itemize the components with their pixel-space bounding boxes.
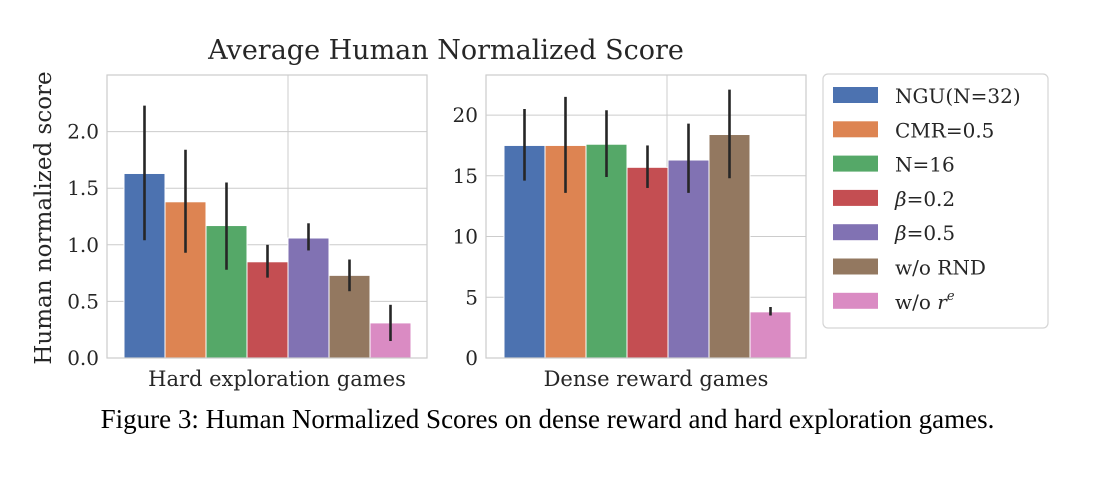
legend-label: NGU(N=32) [895, 84, 1021, 108]
y-tick-label: 0 [465, 346, 478, 370]
legend-label: β=0.2 [894, 187, 955, 211]
bar-beta-0-5 [287, 237, 330, 359]
bar-beta-0-2 [626, 166, 669, 359]
figure-caption: Figure 3: Human Normalized Scores on den… [100, 404, 995, 434]
legend-label: w/o re [895, 289, 955, 314]
legend-item: CMR=0.5 [833, 118, 994, 142]
legend-swatch [833, 189, 878, 206]
legend-label: w/o RND [895, 256, 986, 280]
legend-label: β=0.5 [894, 221, 955, 245]
legend-frame [822, 73, 1049, 329]
legend-item: β=0.2 [833, 187, 955, 211]
y-tick-label: 20 [453, 103, 478, 127]
legend-swatch [833, 258, 878, 275]
legend-item: NGU(N=32) [833, 84, 1021, 108]
bar-w-o-re [749, 311, 792, 359]
panel-1: 0.0 0.5 1.0 1.5 2.0 Hard exploration games [67, 74, 428, 391]
y-tick-label: 0.5 [67, 289, 99, 313]
legend-item: w/o RND [833, 256, 986, 280]
legend-label: CMR=0.5 [895, 118, 994, 142]
legend-label: N=16 [895, 153, 955, 177]
y-axis-label: Human normalized score [31, 71, 57, 364]
legend: NGU(N=32) CMR=0.5 N=16 β=0.2 β=0.5 w/o RND w/o… [822, 73, 1049, 329]
y-tick-label: 15 [453, 164, 478, 188]
legend-swatch [833, 121, 878, 138]
x-axis-label: Dense reward games [544, 367, 769, 391]
y-tick-label: 10 [453, 225, 478, 249]
legend-item: β=0.5 [833, 221, 955, 245]
plot-frame [485, 74, 807, 359]
legend-item: N=16 [833, 153, 955, 177]
legend-swatch [833, 292, 878, 309]
legend-swatch [833, 224, 878, 241]
chart-title: Average Human Normalized Score [207, 35, 684, 66]
x-axis-label: Hard exploration games [148, 367, 406, 391]
y-tick-label: 1.5 [67, 176, 99, 200]
y-tick-label: 2.0 [67, 120, 99, 144]
y-tick-label: 1.0 [67, 233, 99, 257]
plot-frame [106, 74, 428, 359]
legend-swatch [833, 87, 878, 103]
bar-ngu-n-32- [503, 144, 546, 359]
bar-n-16 [585, 143, 628, 359]
y-tick-label: 5 [465, 285, 478, 309]
legend-item: w/o re [833, 289, 955, 314]
y-tick-label: 0.0 [67, 346, 99, 370]
chart-panels: 0.0 0.5 1.0 1.5 2.0 Hard exploration games 0 5 1… [67, 74, 807, 391]
panel-2: 0 5 10 15 20 Dense reward games [453, 74, 807, 391]
legend-swatch [833, 155, 878, 172]
